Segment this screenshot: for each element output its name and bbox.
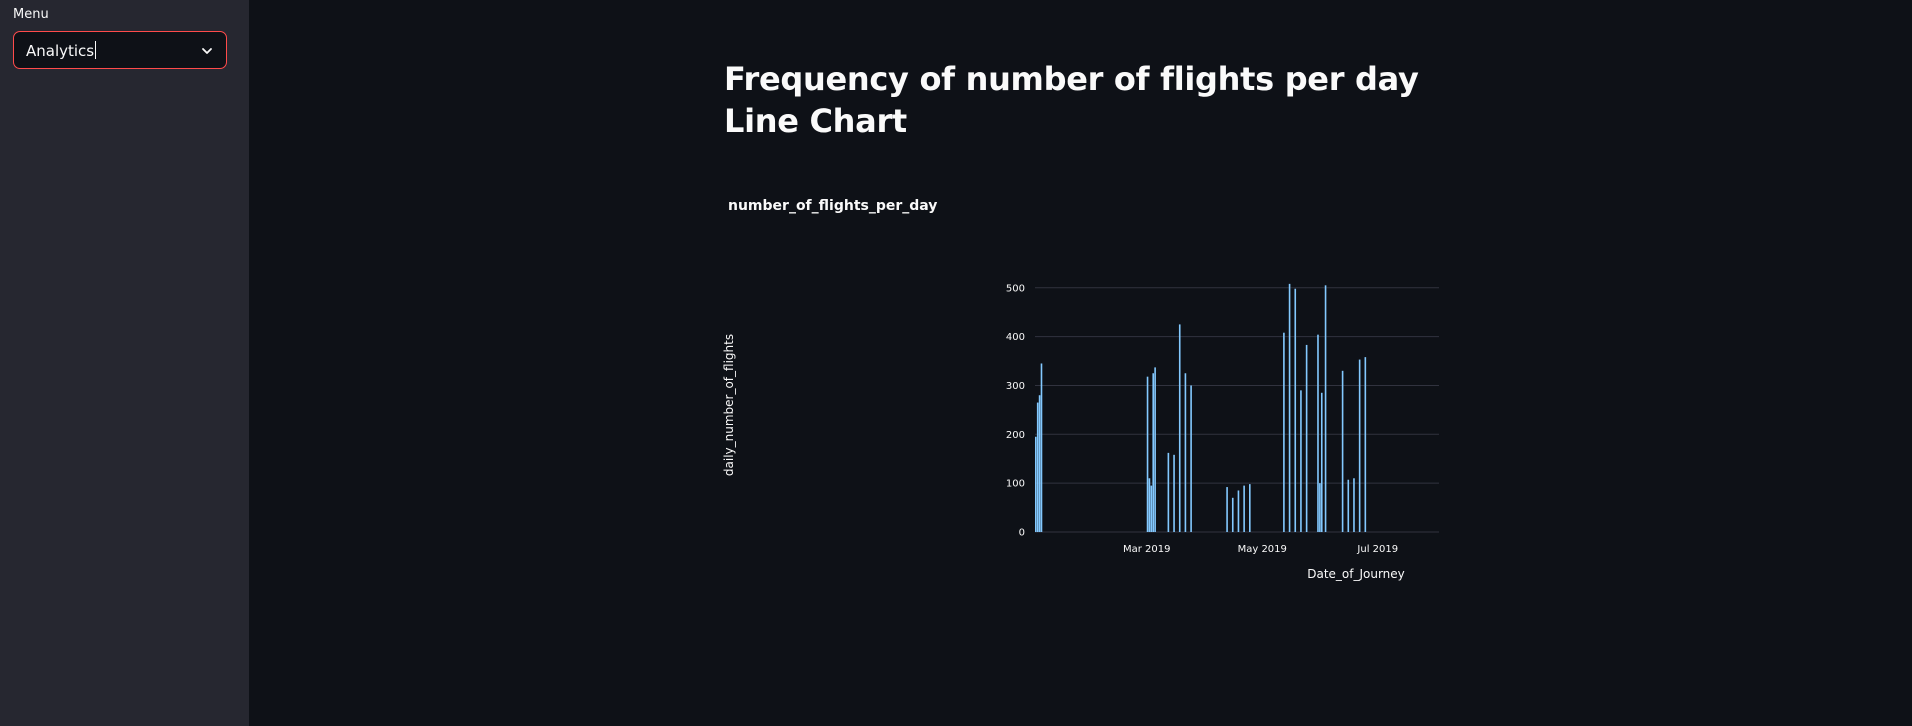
x-tick-label: May 2019: [1238, 544, 1287, 555]
sidebar: Menu Analytics: [0, 0, 249, 726]
bar[interactable]: [1288, 283, 1291, 532]
menu-select[interactable]: Analytics: [13, 31, 227, 69]
y-tick-label: 500: [1006, 283, 1025, 294]
x-axis-title: Date_of_Journey: [1307, 567, 1405, 581]
y-axis-title: daily_number_of_flights: [722, 334, 736, 476]
bar[interactable]: [1317, 334, 1319, 532]
x-tick-label: Mar 2019: [1123, 544, 1171, 555]
y-tick-label: 100: [1006, 479, 1025, 490]
bar[interactable]: [1358, 359, 1361, 532]
y-tick-label: 0: [1019, 528, 1025, 539]
bar[interactable]: [1035, 436, 1037, 532]
bar[interactable]: [1146, 376, 1149, 532]
bar[interactable]: [1231, 497, 1234, 532]
bar[interactable]: [1040, 363, 1043, 532]
bar[interactable]: [1319, 483, 1321, 532]
bar[interactable]: [1173, 454, 1175, 532]
bar[interactable]: [1283, 332, 1285, 532]
y-tick-label: 300: [1006, 381, 1025, 392]
bar[interactable]: [1150, 485, 1153, 532]
bar[interactable]: [1190, 385, 1192, 532]
bar[interactable]: [1324, 285, 1327, 532]
bar[interactable]: [1178, 324, 1181, 532]
bar[interactable]: [1226, 487, 1228, 532]
bar[interactable]: [1364, 357, 1367, 532]
bar[interactable]: [1154, 367, 1156, 532]
y-tick-label: 200: [1006, 430, 1025, 441]
bar[interactable]: [1341, 370, 1344, 532]
bar[interactable]: [1036, 402, 1039, 532]
bar[interactable]: [1305, 344, 1308, 532]
menu-select-value: Analytics: [26, 41, 97, 60]
bar[interactable]: [1152, 373, 1155, 532]
chevron-down-icon[interactable]: [200, 44, 214, 58]
chart-title: number_of_flights_per_day: [728, 198, 938, 214]
main-content: Frequency of number of flights per day L…: [249, 0, 1912, 726]
text-cursor: [95, 41, 97, 59]
bar-chart[interactable]: 0 100 200 300 400 500 Mar 2019 May 2019 Jul 2019…: [719, 250, 1439, 590]
bar[interactable]: [1300, 390, 1302, 532]
bar[interactable]: [1167, 452, 1170, 532]
bar[interactable]: [1148, 478, 1151, 532]
bar[interactable]: [1294, 288, 1297, 532]
y-tick-label: 400: [1006, 332, 1025, 343]
bar[interactable]: [1347, 479, 1350, 532]
bar[interactable]: [1353, 478, 1355, 532]
bar[interactable]: [1249, 484, 1251, 532]
menu-label: Menu: [13, 7, 49, 22]
bar[interactable]: [1320, 392, 1323, 532]
bar[interactable]: [1243, 485, 1245, 532]
bar[interactable]: [1237, 490, 1240, 532]
bar[interactable]: [1184, 373, 1187, 532]
page-title: Frequency of number of flights per day L…: [724, 60, 1419, 140]
bar[interactable]: [1038, 395, 1041, 532]
x-tick-label: Jul 2019: [1356, 544, 1398, 555]
